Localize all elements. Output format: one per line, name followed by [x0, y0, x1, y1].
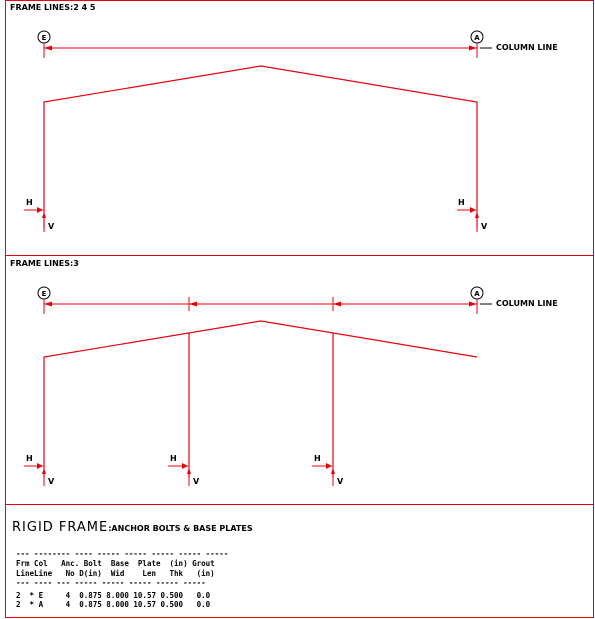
reaction-v-label: V: [481, 222, 488, 231]
reaction-h-label: H: [26, 198, 33, 207]
table-header-1: Frm Col Anc. Bolt Base Plate (in) Grout: [16, 559, 215, 568]
section-header: FRAME LINES:3: [10, 259, 79, 268]
reaction-v-label: V: [48, 477, 55, 486]
v-arrow-head: [331, 468, 335, 474]
v-arrow-head: [42, 212, 46, 218]
reaction-left: H V: [24, 198, 55, 232]
reaction-h-label: H: [26, 454, 33, 463]
v-arrow-head: [42, 468, 46, 474]
grid-bubble-right: A: [470, 30, 484, 44]
frame-section-2: FRAME LINES:3 E A COLUMN LINE H V: [10, 259, 558, 486]
rigid-frame: [43, 320, 478, 478]
reaction-h-label: H: [170, 454, 177, 463]
column-line-label: COLUMN LINE: [496, 299, 558, 308]
dimension-arrow: [189, 301, 197, 307]
dimension-arrow: [469, 301, 477, 307]
reaction-h-label: H: [314, 454, 321, 463]
table-row: 2 * E 4 0.875 8.000 10.57 0.500 0.0: [16, 591, 211, 600]
table-rule-top: --- -------- ---- ----- ----- ----- ----…: [16, 549, 228, 558]
grid-label: E: [42, 34, 47, 42]
reaction-v-label: V: [193, 477, 200, 486]
table-row: 2 * A 4 0.875 8.000 10.57 0.500 0.0: [16, 600, 211, 609]
dimension-arrow: [44, 45, 52, 51]
table-title-main: RIGID FRAME: [12, 520, 108, 535]
dimension-arrow: [333, 301, 341, 307]
reaction-v-label: V: [48, 222, 55, 231]
column-line-label: COLUMN LINE: [496, 43, 558, 52]
grid-label: A: [474, 34, 480, 42]
anchor-bolt-table: RIGID FRAME:ANCHOR BOLTS & BASE PLATES -…: [12, 520, 253, 609]
grid-label: A: [474, 290, 480, 298]
table-title: RIGID FRAME:ANCHOR BOLTS & BASE PLATES: [12, 520, 253, 535]
frame-section-1: FRAME LINES:2 4 5 E A COLUMN LINE H V: [10, 3, 558, 232]
grid-bubble-right: A: [470, 286, 484, 300]
dimension-arrow: [469, 45, 477, 51]
section-header: FRAME LINES:2 4 5: [10, 3, 96, 12]
grid-bubble-left: E: [37, 30, 51, 44]
table-title-sub: :ANCHOR BOLTS & BASE PLATES: [108, 524, 253, 533]
reaction-right: H V: [457, 198, 488, 232]
grid-bubble-left: E: [37, 286, 51, 300]
dimension-arrow: [44, 301, 52, 307]
table-header-2: LineLine No D(in) Wid Len Thk (in): [16, 569, 215, 578]
drawing-border: [5, 0, 594, 618]
rigid-frame: [43, 65, 478, 228]
reaction-v-label: V: [337, 477, 344, 486]
reaction-h-label: H: [458, 198, 465, 207]
grid-label: E: [42, 290, 47, 298]
reaction-col-2: H V: [168, 454, 200, 486]
reaction-col-1: H V: [24, 454, 55, 486]
v-arrow-head: [187, 468, 191, 474]
table-rule-mid: --- ---- --- ----- ----- ----- ----- ---…: [16, 578, 206, 587]
v-arrow-head: [475, 212, 479, 218]
reaction-col-3: H V: [312, 454, 344, 486]
